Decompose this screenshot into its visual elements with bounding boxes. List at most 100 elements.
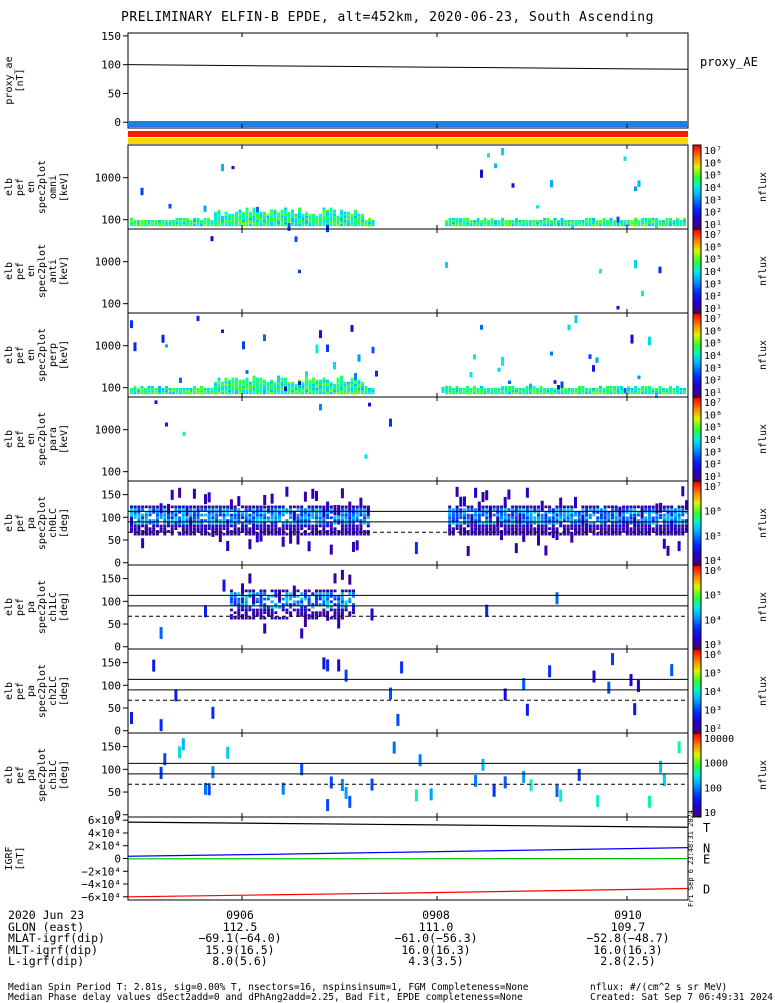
- flux-cell: [645, 220, 648, 222]
- flux-cell: [466, 220, 469, 222]
- flux-cell: [666, 222, 669, 224]
- flux-cell: [214, 384, 217, 386]
- flux-cell: [230, 530, 233, 533]
- flux-cell: [278, 508, 281, 511]
- flux-cell: [223, 533, 226, 536]
- ylabel-line: pef: [15, 514, 26, 532]
- flux-cell: [204, 527, 207, 530]
- flux-cell: [604, 506, 607, 509]
- flux-cell: [634, 218, 637, 220]
- flux-cell: [183, 218, 186, 220]
- flux-cell: [652, 527, 655, 530]
- flux-cell: [680, 388, 683, 390]
- flux-cell: [340, 386, 343, 388]
- flux-cell: [494, 388, 497, 390]
- flux-cell: [600, 533, 603, 536]
- flux-cell: [578, 514, 581, 517]
- flux-cell: [669, 224, 672, 226]
- flux-cell: [563, 506, 566, 509]
- flux-cell: [603, 388, 606, 390]
- flux-cell: [358, 382, 361, 384]
- orbit-bar-blue: [128, 121, 688, 127]
- flux-cell: [326, 220, 329, 222]
- flux-cell: [260, 609, 263, 612]
- flux-cell: [311, 514, 314, 517]
- flux-cell: [308, 598, 311, 601]
- flux-cell: [326, 214, 329, 216]
- flux-cell: [239, 210, 242, 212]
- flux-cell: [169, 392, 172, 394]
- flux-cell: [234, 598, 237, 601]
- flux-cell: [550, 180, 553, 187]
- flux-cell: [285, 527, 288, 530]
- flux-cell: [678, 525, 681, 528]
- flux-cell: [271, 590, 274, 593]
- flux-cell: [641, 386, 644, 388]
- flux-cell: [197, 390, 200, 392]
- flux-cell: [515, 525, 518, 528]
- flux-cell: [674, 508, 677, 511]
- flux-cell: [645, 386, 648, 388]
- flux-cell: [302, 214, 305, 216]
- ytick-label: 0: [114, 725, 121, 738]
- flux-cell: [165, 386, 168, 388]
- flux-cell: [347, 382, 350, 384]
- flux-cell: [627, 222, 630, 224]
- flux-cell: [648, 224, 651, 226]
- flux-cell: [615, 508, 618, 511]
- flux-cell: [448, 514, 451, 517]
- flux-cell: [351, 224, 354, 226]
- flux-cell: [319, 224, 322, 226]
- ylabel-line: elb: [4, 262, 15, 280]
- flux-cell: [200, 506, 203, 509]
- flux-cell: [260, 386, 263, 388]
- flux-cell: [252, 609, 255, 612]
- flux-cell: [312, 380, 315, 382]
- flux-cell: [596, 525, 599, 528]
- flux-cell: [190, 392, 193, 394]
- flux-cell: [249, 390, 252, 392]
- ylabel-line: elb: [4, 430, 15, 448]
- flux-cell: [260, 617, 263, 620]
- flux-cell: [218, 214, 221, 216]
- flux-cell: [256, 508, 259, 511]
- flux-cell: [361, 220, 364, 222]
- flux-cell: [291, 386, 294, 388]
- flux-cell: [197, 218, 200, 220]
- flux-cell: [351, 378, 354, 380]
- flux-cell: [214, 386, 217, 388]
- flux-cell: [270, 388, 273, 390]
- ylabel-line: spec2plot: [37, 328, 48, 382]
- flux-cell: [319, 598, 322, 601]
- flux-cell: [489, 525, 492, 528]
- flux-cell: [615, 530, 618, 533]
- flux-cell: [174, 527, 177, 530]
- flux-cell: [226, 514, 229, 517]
- flux-cell: [541, 533, 544, 536]
- flux-cell: [351, 214, 354, 216]
- flux-cell: [456, 218, 459, 220]
- flux-cell: [592, 220, 595, 222]
- flux-cell: [291, 388, 294, 390]
- flux-cell: [622, 525, 625, 528]
- flux-cell: [298, 386, 301, 388]
- flux-cell: [134, 514, 137, 517]
- flux-cell: [596, 392, 599, 394]
- flux-cell: [230, 609, 233, 612]
- flux-cell: [274, 214, 277, 216]
- flux-cell: [260, 390, 263, 392]
- flux-cell: [683, 390, 686, 392]
- flux-cell: [611, 533, 614, 536]
- flux-cell: [445, 222, 448, 224]
- flux-cell: [148, 390, 151, 392]
- flux-cell: [230, 598, 233, 601]
- flux-cell: [456, 222, 459, 224]
- flux-cell: [611, 653, 614, 665]
- flux-cell: [522, 516, 525, 519]
- flux-cell: [311, 516, 314, 519]
- flux-cell: [316, 345, 319, 354]
- flux-cell: [326, 514, 329, 517]
